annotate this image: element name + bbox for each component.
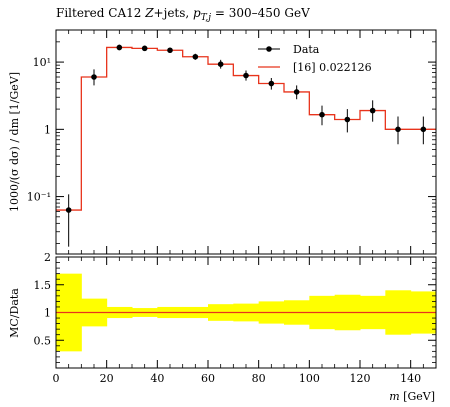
data-point bbox=[91, 74, 97, 80]
data-point bbox=[268, 80, 275, 87]
legend-item-mc: [16] 0.022126 bbox=[258, 61, 372, 74]
main-ytick-label: 1 bbox=[44, 123, 51, 136]
data-point bbox=[395, 126, 401, 133]
data-point bbox=[420, 126, 427, 133]
legend-data-label: Data bbox=[293, 43, 320, 56]
title-var: p bbox=[193, 6, 201, 20]
data-point bbox=[116, 44, 123, 51]
title-suffix: +jets, bbox=[154, 6, 194, 20]
data-point bbox=[192, 53, 199, 60]
title-process: Z bbox=[144, 6, 154, 20]
legend-data-marker bbox=[266, 46, 272, 52]
ratio-xtick-label: 60 bbox=[201, 372, 215, 385]
data-point bbox=[319, 111, 325, 118]
ratio-ytick-label: 1 bbox=[44, 307, 51, 320]
data-point bbox=[293, 89, 300, 95]
title-range: = 300–450 GeV bbox=[211, 6, 310, 20]
x-axis-unit: [GeV] bbox=[400, 390, 435, 403]
x-axis-label: m [GeV] bbox=[389, 390, 435, 403]
mc-histogram-line bbox=[56, 46, 436, 211]
data-point bbox=[65, 207, 72, 213]
ratio-xtick-label: 140 bbox=[400, 372, 421, 385]
legend-mc-label: [16] 0.022126 bbox=[293, 61, 372, 74]
title-prefix: Filtered CA12 bbox=[56, 6, 145, 20]
main-ytick-label: 10⁻¹ bbox=[27, 191, 51, 204]
chart-title: Filtered CA12 Z+jets, pT,j = 300–450 GeV bbox=[56, 6, 310, 23]
data-points bbox=[65, 44, 427, 247]
title-subscript: T,j bbox=[201, 13, 212, 23]
ratio-xtick-label: 120 bbox=[350, 372, 371, 385]
ratio-ylabel: MC/Data bbox=[8, 288, 21, 338]
ratio-panel: 0.511.520 20 40 60 80 100 120 140 bbox=[34, 251, 437, 385]
ratio-ytick-label: 0.5 bbox=[34, 334, 52, 347]
main-ytick-label: 10¹ bbox=[33, 56, 51, 69]
ratio-xtick-label: 20 bbox=[100, 372, 114, 385]
main-panel: 10⁻¹ 1 10¹ bbox=[27, 29, 437, 255]
ratio-xtick-label: 0 bbox=[53, 372, 60, 385]
ratio-xtick-label: 100 bbox=[299, 372, 320, 385]
data-point bbox=[167, 47, 173, 54]
data-point bbox=[369, 107, 376, 114]
ratio-xtick-label: 80 bbox=[252, 372, 266, 385]
data-point bbox=[141, 45, 148, 52]
ratio-frame bbox=[55, 256, 437, 369]
data-point bbox=[243, 72, 249, 79]
ratio-ytick-label: 1.5 bbox=[34, 279, 52, 292]
ratio-xtick-label: 40 bbox=[150, 372, 164, 385]
x-axis-var: m bbox=[389, 390, 399, 403]
mc-histogram bbox=[56, 46, 436, 211]
legend-item-data: Data bbox=[258, 43, 320, 56]
data-point bbox=[217, 61, 224, 68]
main-ylabel: 1000/(σ dσ) / dm [1/GeV] bbox=[8, 72, 21, 212]
legend: Data [16] 0.022126 bbox=[258, 43, 372, 74]
data-point bbox=[344, 116, 351, 123]
main-frame bbox=[55, 29, 437, 255]
ratio-ytick-label: 2 bbox=[44, 251, 51, 264]
